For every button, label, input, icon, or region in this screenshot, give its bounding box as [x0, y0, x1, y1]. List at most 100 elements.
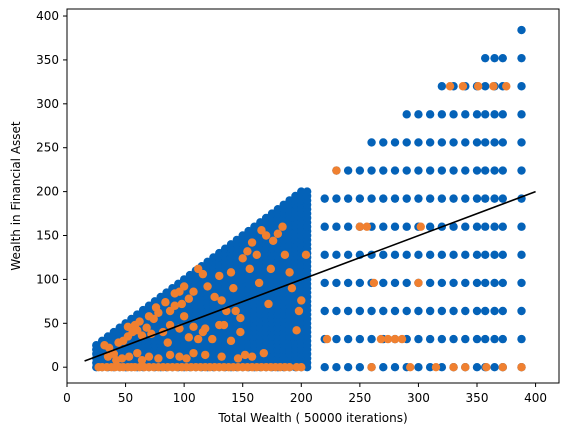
blue-data-point	[390, 138, 400, 147]
blue-data-point	[449, 306, 458, 316]
blue-data-point	[297, 187, 306, 196]
orange-data-point	[226, 268, 236, 277]
orange-data-point	[292, 326, 301, 335]
x-axis-label: Total Wealth ( 50000 iterations)	[217, 411, 407, 425]
blue-data-point	[498, 306, 507, 316]
orange-data-point	[252, 250, 261, 260]
orange-data-point	[154, 354, 163, 363]
blue-data-point	[481, 166, 490, 175]
x-tick-label: 150	[231, 391, 254, 405]
orange-data-point	[268, 236, 278, 245]
y-ticks: 0 50 100 150 200 250 300 350 400	[36, 9, 67, 374]
orange-data-point	[231, 306, 240, 316]
blue-data-point	[332, 334, 341, 344]
orange-data-point	[117, 354, 127, 363]
blue-data-point	[220, 244, 230, 253]
orange-data-point	[189, 287, 198, 296]
orange-data-point	[219, 320, 229, 330]
blue-data-point	[203, 257, 212, 267]
orange-data-point	[217, 296, 226, 305]
x-tick-label: 50	[118, 391, 133, 405]
blue-data-point	[449, 110, 458, 119]
blue-data-point	[461, 250, 470, 260]
blue-data-point	[244, 226, 253, 236]
blue-data-point	[437, 138, 447, 147]
blue-data-point	[179, 275, 189, 284]
orange-data-point	[123, 322, 133, 332]
orange-data-point	[236, 313, 245, 323]
blue-data-point	[343, 194, 353, 203]
blue-data-point	[461, 166, 470, 175]
orange-data-point	[229, 283, 238, 293]
blue-data-point	[461, 334, 470, 344]
blue-data-point	[291, 191, 300, 201]
blue-data-point	[138, 305, 148, 315]
orange-data-point	[461, 362, 470, 372]
orange-data-point	[297, 362, 306, 372]
blue-data-point	[461, 222, 470, 231]
blue-data-point	[320, 194, 329, 203]
y-tick-label: 0	[51, 360, 59, 374]
orange-data-point	[189, 322, 198, 332]
trend-line	[84, 190, 536, 362]
blue-data-point	[367, 194, 376, 203]
blue-data-point	[343, 278, 353, 288]
orange-data-point	[261, 231, 271, 240]
orange-data-point	[208, 334, 217, 344]
orange-data-point	[137, 355, 147, 365]
blue-data-point	[343, 222, 353, 231]
blue-data-point	[379, 222, 388, 231]
blue-data-point	[109, 327, 119, 337]
orange-data-point	[240, 350, 250, 360]
orange-data-point	[189, 348, 198, 358]
blue-data-point	[472, 250, 482, 260]
blue-data-point	[461, 306, 470, 316]
x-tick-label: 350	[466, 391, 489, 405]
blue-data-point	[232, 235, 242, 245]
orange-data-point	[482, 362, 491, 372]
y-tick-label: 100	[36, 272, 59, 286]
orange-data-point	[355, 222, 365, 231]
blue-data-point	[472, 306, 482, 316]
blue-data-point	[498, 138, 507, 147]
blue-data-point	[481, 250, 490, 260]
blue-data-point	[461, 138, 470, 147]
blue-data-point	[449, 166, 458, 175]
blue-data-point	[425, 138, 435, 147]
orange-data-point	[445, 82, 455, 91]
blue-data-point	[437, 166, 447, 175]
blue-data-point	[498, 53, 507, 63]
blue-data-point	[517, 138, 526, 147]
blue-data-point	[481, 53, 490, 63]
blue-data-point	[402, 306, 411, 316]
blue-data-point	[320, 250, 329, 260]
orange-data-point	[259, 348, 268, 358]
scatter-points	[92, 25, 526, 372]
blue-data-point	[517, 25, 526, 35]
blue-data-point	[332, 222, 341, 231]
blue-data-point	[490, 362, 499, 372]
blue-data-point	[267, 209, 277, 218]
blue-data-point	[185, 270, 195, 280]
blue-data-point	[449, 250, 458, 260]
blue-data-point	[461, 278, 470, 288]
blue-data-point	[461, 110, 470, 119]
orange-data-point	[266, 264, 276, 274]
blue-data-point	[425, 250, 435, 260]
orange-data-point	[458, 82, 468, 91]
blue-data-point	[437, 250, 447, 260]
blue-data-point	[449, 334, 458, 344]
blue-data-point	[162, 288, 171, 297]
blue-data-point	[402, 278, 411, 288]
blue-data-point	[332, 250, 341, 260]
blue-data-point	[285, 196, 294, 205]
blue-data-point	[367, 334, 376, 344]
blue-data-point	[402, 194, 411, 203]
orange-data-point	[243, 247, 252, 256]
blue-data-point	[226, 240, 236, 249]
blue-data-point	[379, 306, 388, 316]
orange-data-point	[165, 350, 175, 360]
orange-data-point	[406, 362, 415, 372]
blue-data-point	[425, 110, 435, 119]
